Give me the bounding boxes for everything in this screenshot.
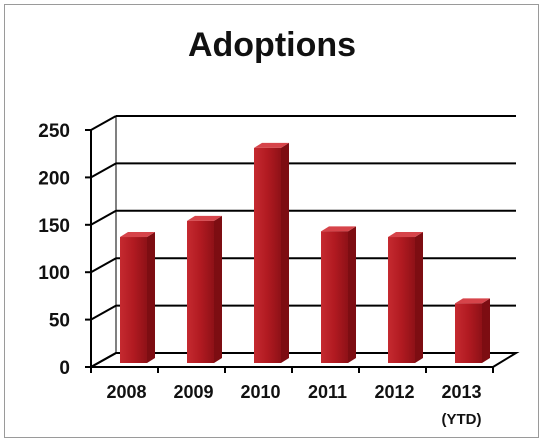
- bar-side: [214, 215, 222, 363]
- y-tick-label: 100: [38, 263, 70, 284]
- bar-top: [254, 142, 289, 148]
- y-tick-label: 0: [59, 358, 70, 379]
- x-tick-sublabel: (YTD): [442, 411, 482, 428]
- bar-side: [348, 226, 356, 363]
- bar: [321, 226, 356, 363]
- y-tick-label: 250: [38, 121, 70, 142]
- bar-side: [281, 142, 289, 363]
- bar-front: [455, 303, 482, 363]
- y-tick-label: 200: [38, 168, 70, 189]
- bar: [388, 232, 423, 363]
- bar-side: [147, 232, 155, 363]
- x-tick-label: 2008: [106, 382, 146, 402]
- bar-front: [388, 237, 415, 363]
- x-tick-label: 2009: [173, 382, 213, 402]
- bar: [254, 142, 289, 363]
- bar-front: [321, 231, 348, 363]
- x-tick-label: 2011: [308, 382, 347, 402]
- bar-top: [455, 298, 490, 304]
- bar: [120, 232, 155, 363]
- bar-top: [321, 226, 356, 232]
- y-tick-label: 50: [49, 311, 70, 332]
- y-tick-label: 150: [38, 216, 70, 237]
- gridline-side: [90, 304, 117, 321]
- y-tick-labels: 0 50 100 150 200 250: [38, 121, 91, 379]
- x-tick-label: 2013: [441, 382, 481, 402]
- bar-front: [120, 237, 147, 363]
- bar: [455, 298, 490, 363]
- x-tick-label: 2010: [240, 382, 280, 402]
- bars: [120, 142, 490, 363]
- gridline-side: [90, 162, 117, 179]
- bar-top: [120, 232, 155, 238]
- bar-side: [482, 298, 490, 363]
- gridline-side: [90, 115, 117, 131]
- bar-side: [415, 232, 423, 363]
- bar-top: [187, 215, 222, 221]
- bar-front: [254, 147, 281, 363]
- x-tick-label: 2012: [374, 382, 414, 402]
- chart-title: Adoptions: [188, 26, 356, 64]
- bar: [187, 215, 222, 363]
- gridline-side: [90, 209, 117, 226]
- gridline-side: [90, 257, 117, 274]
- bar-top: [388, 232, 423, 238]
- bar-front: [187, 220, 214, 363]
- x-tick-labels: 2008 2009 2010 2011 2012 2013 (YTD): [90, 367, 494, 428]
